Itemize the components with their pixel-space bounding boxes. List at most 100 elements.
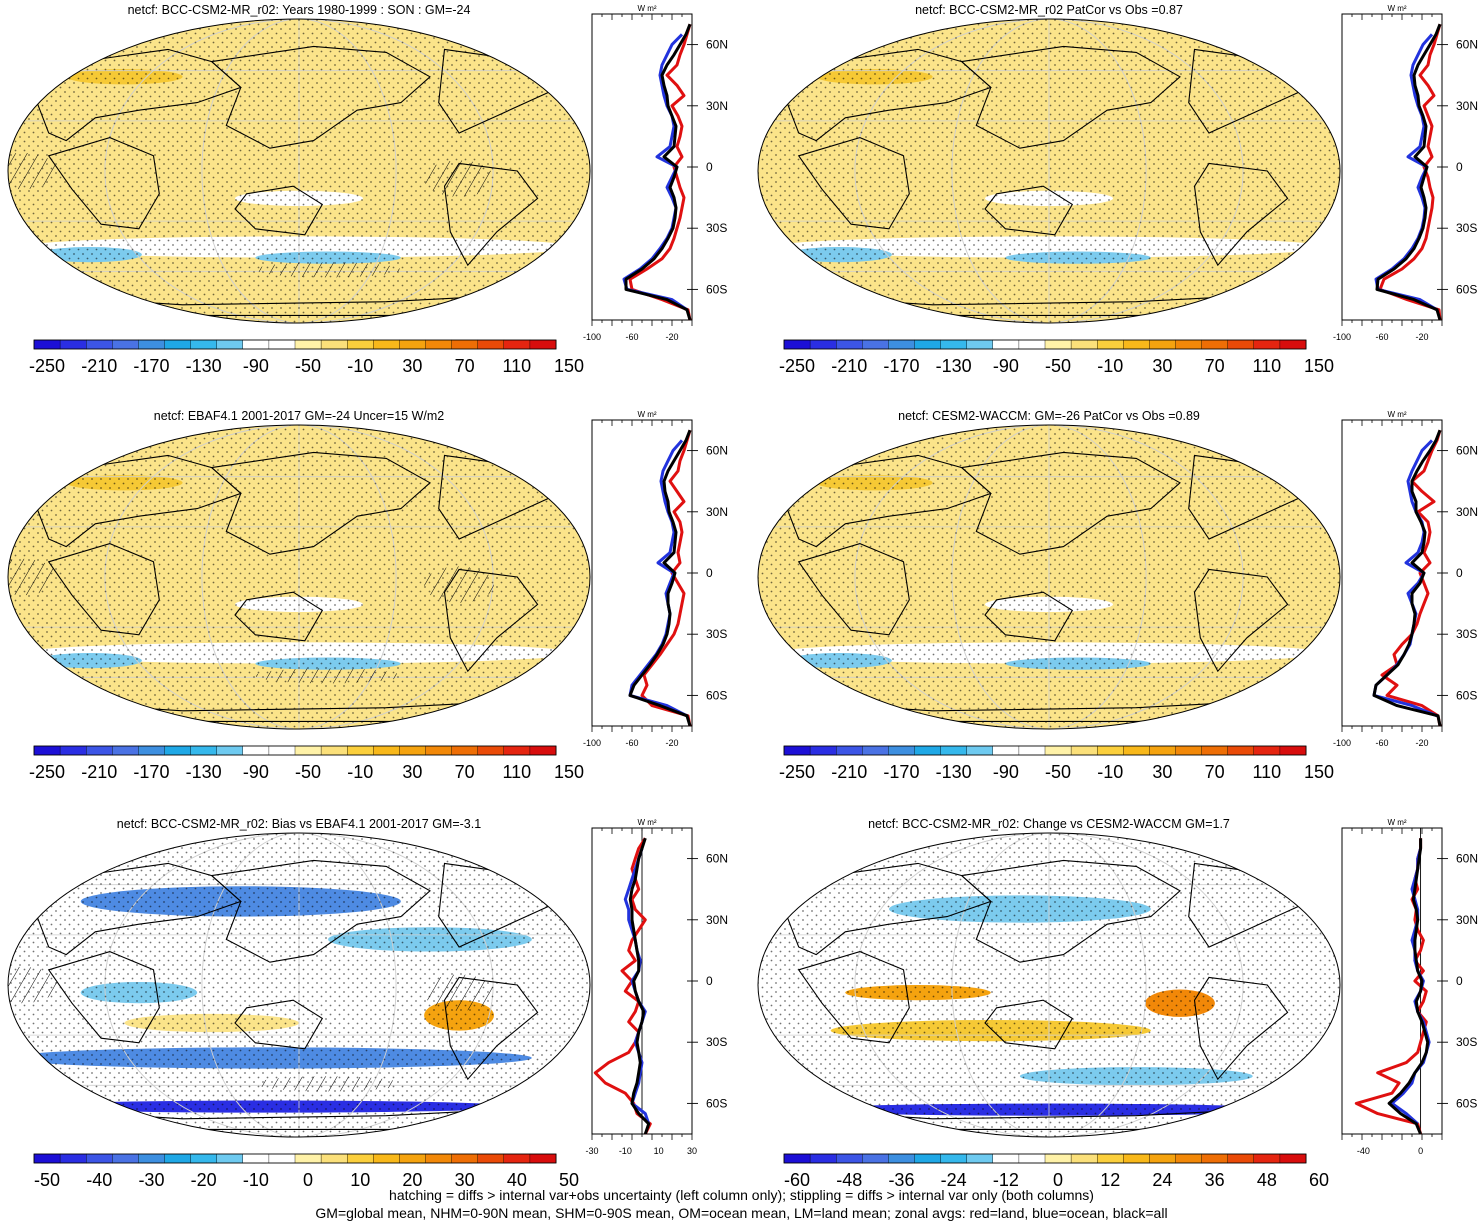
colorbar-swatch xyxy=(347,1153,374,1164)
colorbar-swatch xyxy=(477,1153,505,1164)
colorbar-swatch xyxy=(1070,1153,1098,1164)
zonal-mean-plot: W m² 60N 30N 0 30S 60S -100 -60 -20 xyxy=(1333,410,1478,748)
colorbar-swatch xyxy=(425,1153,453,1164)
colorbar: -50 -40 -30 -20 -10 0 10 20 30 40 50 xyxy=(33,1153,579,1190)
zonal-x-tick-label: -40 xyxy=(1357,1146,1370,1156)
colorbar-swatch xyxy=(1070,745,1098,756)
colorbar-swatch xyxy=(1018,1153,1046,1164)
zonal-series-all xyxy=(1375,23,1442,321)
colorbar-swatch xyxy=(1044,339,1072,350)
zonal-mean-plot: W m² 60N 30N 0 30S 60S -100 -60 -20 xyxy=(1333,4,1478,342)
zonal-y-tick-label: 30N xyxy=(1456,99,1478,113)
colorbar-swatch xyxy=(85,1153,113,1164)
coastline xyxy=(210,859,431,963)
hatching-overlay xyxy=(8,558,58,596)
colorbar-tick-label: 30 xyxy=(402,762,422,782)
zonal-y-tick-label: 30S xyxy=(1456,1035,1477,1049)
coastline xyxy=(797,951,910,1044)
colorbar-swatch xyxy=(1279,745,1307,756)
zonal-y-tick-label: 30S xyxy=(706,221,727,235)
colorbar-swatch xyxy=(477,745,505,756)
zonal-y-tick-label: 30S xyxy=(706,627,727,641)
colorbar-tick-label: 30 xyxy=(455,1170,475,1190)
colorbar-swatch xyxy=(1279,339,1307,350)
zonal-x-tick-label: 10 xyxy=(654,1146,664,1156)
colorbar-swatch xyxy=(862,339,889,350)
zonal-x-tick-label: -20 xyxy=(1415,332,1428,342)
coastline xyxy=(960,45,1181,149)
colorbar-swatch xyxy=(1201,745,1229,756)
colorbar-swatch xyxy=(477,339,505,350)
colorbar-swatch xyxy=(1175,339,1203,350)
coastline xyxy=(443,568,539,673)
coastline xyxy=(984,999,1074,1050)
zonal-unit-label: W m² xyxy=(637,818,656,827)
coastline xyxy=(780,48,992,142)
zonal-x-tick-label: -60 xyxy=(625,332,638,342)
hatching-overlay xyxy=(255,668,401,684)
colorbar-swatch xyxy=(1018,745,1046,756)
map-border xyxy=(7,424,591,730)
zonal-y-tick-label: 0 xyxy=(706,974,713,988)
colorbar-tick-label: 10 xyxy=(350,1170,370,1190)
zonal-mean-plot: W m² 60N 30N 0 30S 60S -100 -60 -20 xyxy=(583,4,728,342)
zonal-x-tick-label: -60 xyxy=(1375,332,1388,342)
colorbar-swatch xyxy=(320,339,348,350)
colorbar-swatch xyxy=(914,745,942,756)
colorbar-tick-label: 110 xyxy=(502,356,531,376)
colorbar-tick-label: 150 xyxy=(554,356,584,376)
colorbar-tick-label: -40 xyxy=(86,1170,112,1190)
colorbar-swatch xyxy=(451,745,479,756)
zonal-y-tick-label: 60S xyxy=(1456,282,1477,296)
zonal-y-tick-label: 0 xyxy=(1456,566,1463,580)
hatching-overlay xyxy=(424,160,494,197)
colorbar-swatch xyxy=(1201,339,1229,350)
colorbar-tick-label: 40 xyxy=(507,1170,527,1190)
zonal-frame xyxy=(591,419,693,727)
zonal-y-tick-label: 60N xyxy=(706,444,728,458)
colorbar-tick-label: -10 xyxy=(1097,356,1123,376)
panel-middle-left: netcf: EBAF4.1 2001-2017 GM=-24 Uncer=15… xyxy=(7,409,728,782)
colorbar-swatch xyxy=(85,339,113,350)
colorbar-tick-label: 0 xyxy=(303,1170,313,1190)
colorbar-swatch xyxy=(242,1153,270,1164)
colorbar-swatch xyxy=(242,745,270,756)
coastline xyxy=(1193,162,1289,267)
colorbar-swatch xyxy=(190,1153,218,1164)
colorbar-swatch xyxy=(529,1153,557,1164)
colorbar-tick-label: -130 xyxy=(186,762,222,782)
colorbar-tick-label: -250 xyxy=(29,762,65,782)
colorbar-tick-label: -50 xyxy=(295,356,321,376)
coastline xyxy=(234,999,324,1050)
colorbar-swatch xyxy=(138,339,165,350)
colorbar-swatch xyxy=(1018,339,1046,350)
colorbar-swatch xyxy=(1096,339,1124,350)
colorbar-tick-label: -250 xyxy=(779,762,815,782)
zonal-x-tick-label: -100 xyxy=(1333,738,1351,748)
colorbar-swatch xyxy=(783,1153,811,1164)
colorbar-swatch xyxy=(1279,1153,1307,1164)
colorbar-swatch xyxy=(809,745,837,756)
colorbar-tick-label: -10 xyxy=(347,762,373,782)
colorbar-swatch xyxy=(1227,1153,1255,1164)
colorbar-swatch xyxy=(1149,339,1177,350)
zonal-frame xyxy=(1341,827,1443,1135)
map-field xyxy=(8,833,590,1137)
coastline xyxy=(960,451,1181,555)
zonal-series-all xyxy=(1372,429,1442,727)
colorbar-swatch xyxy=(1253,1153,1281,1164)
colorbar-frame xyxy=(783,339,1307,350)
colorbar-tick-label: 0 xyxy=(1053,1170,1063,1190)
colorbar-tick-label: -48 xyxy=(836,1170,862,1190)
zonal-x-tick-label: 30 xyxy=(687,1146,697,1156)
colorbar-swatch xyxy=(940,745,968,756)
colorbar-swatch xyxy=(1096,745,1124,756)
colorbar-swatch xyxy=(1253,339,1281,350)
colorbar-swatch xyxy=(992,339,1020,350)
colorbar-swatch xyxy=(992,745,1020,756)
colorbar-frame xyxy=(33,339,557,350)
coastline xyxy=(30,454,242,548)
zonal-y-tick-label: 30N xyxy=(706,99,728,113)
colorbar-tick-label: 30 xyxy=(1152,356,1172,376)
stippling-overlay xyxy=(8,425,590,729)
